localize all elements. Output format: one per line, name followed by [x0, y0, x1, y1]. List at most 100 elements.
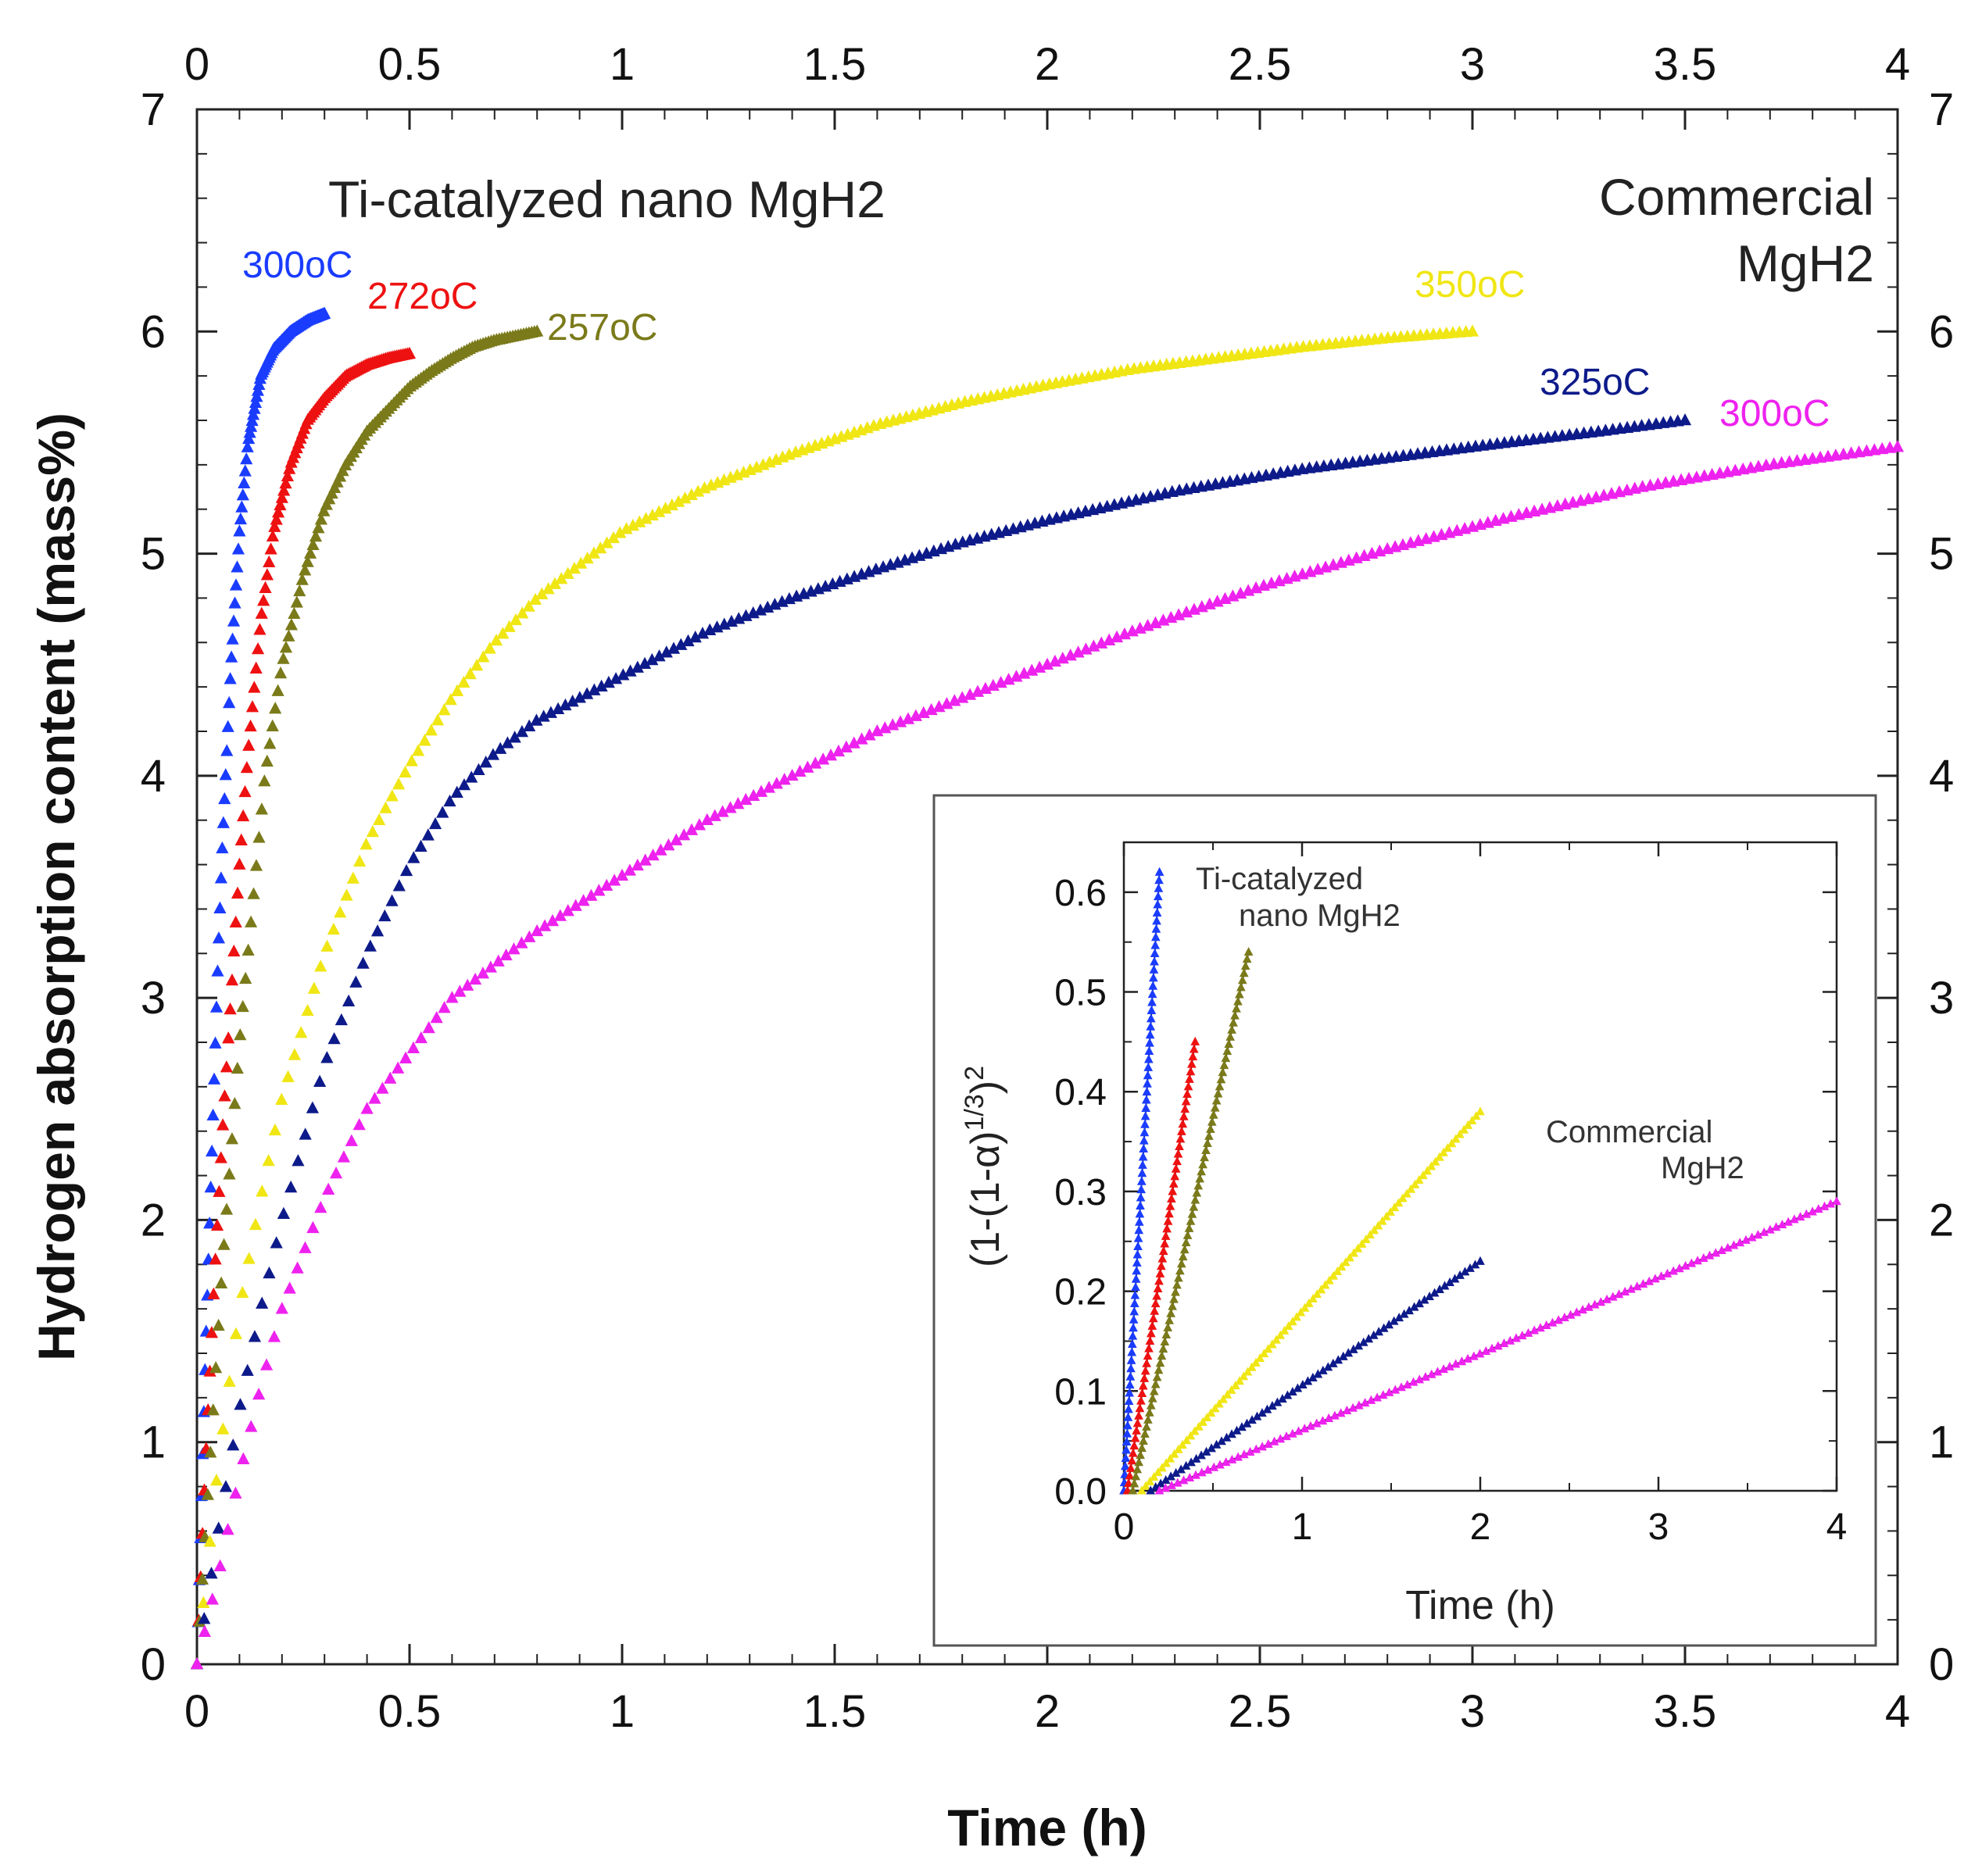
main-series-point: [314, 1200, 327, 1213]
inset-series-point: [1176, 1464, 1186, 1474]
inset-series-point: [1275, 1330, 1286, 1339]
main-series-point: [839, 740, 853, 752]
inset-series-point: [1128, 1331, 1138, 1340]
main-series-point: [617, 668, 630, 681]
inset-series-point: [1195, 1174, 1205, 1183]
main-series-point: [363, 939, 377, 952]
main-series-point: [203, 1217, 216, 1229]
main-series-point: [1110, 630, 1124, 643]
inset-series-point: [1120, 1461, 1130, 1470]
inset-series-point: [1175, 1141, 1184, 1151]
inset-series-point: [1353, 1243, 1363, 1252]
inset-series-point: [1177, 1126, 1186, 1135]
main-series-point: [457, 778, 471, 791]
inset-series-point: [1138, 1160, 1147, 1169]
inset-series-point: [1759, 1227, 1769, 1236]
inset-series-point: [1129, 1323, 1138, 1332]
inset-series-point: [1180, 1104, 1190, 1113]
inset-series-point: [1626, 1284, 1636, 1293]
inset-series-point: [1147, 997, 1157, 1006]
main-series-point: [606, 531, 620, 544]
inset-series-point: [1735, 1238, 1745, 1247]
inset-series-point: [1187, 1209, 1197, 1218]
main-series-point: [209, 1474, 224, 1486]
main-series-point: [257, 594, 270, 606]
inset-series-point: [1136, 1200, 1145, 1210]
top-x-tick-label: 3.5: [1654, 39, 1717, 90]
main-series-point: [209, 1036, 222, 1049]
inset-series-point: [1170, 1171, 1180, 1181]
inset-series-point: [1279, 1325, 1290, 1335]
inset-series-point: [1360, 1398, 1370, 1407]
inset-series-point: [1753, 1230, 1763, 1239]
inset-series-point: [1379, 1323, 1389, 1332]
main-series-point: [274, 498, 287, 511]
inset-series-point: [1149, 1386, 1159, 1395]
main-series-point: [1079, 642, 1093, 655]
inset-series-point: [1675, 1263, 1684, 1273]
main-series-point: [472, 763, 485, 775]
main-series-point: [553, 909, 567, 921]
inset-series-point: [1288, 1317, 1297, 1326]
inset-series-point: [1447, 1138, 1457, 1148]
inset-series-point: [1146, 1021, 1156, 1031]
main-series-point: [436, 806, 449, 818]
main-series-point: [522, 599, 535, 612]
inset-series-point: [1394, 1313, 1404, 1322]
inset-series-point: [1434, 1152, 1444, 1161]
inset-series-point: [1233, 1452, 1243, 1461]
inset-series-point: [1153, 892, 1163, 901]
inset-series-point: [1227, 1024, 1236, 1034]
main-series-point: [577, 894, 590, 906]
main-series-point: [266, 719, 279, 731]
inset-series-point: [1121, 1453, 1131, 1462]
right-y-tick-label: 0: [1929, 1639, 1954, 1690]
main-series-point: [243, 426, 256, 438]
x-tick-label: 4: [1885, 1686, 1910, 1737]
main-series-point: [255, 606, 268, 619]
main-series-point: [226, 632, 239, 645]
inset-series-point: [1135, 1403, 1145, 1413]
main-series-point: [342, 994, 356, 1006]
inset-series-point: [1487, 1343, 1497, 1353]
inset-series-point: [1139, 1435, 1148, 1445]
main-series-point: [373, 813, 386, 826]
inset-series-point: [1384, 1320, 1394, 1329]
inset-series-point: [1386, 1206, 1396, 1216]
inset-series-point: [1204, 1131, 1214, 1140]
inset-series-point: [1288, 1386, 1297, 1396]
inset-series-point: [1460, 1267, 1470, 1276]
main-series-point: [566, 695, 579, 707]
inset-series-point: [1399, 1309, 1409, 1318]
main-series-point: [917, 706, 930, 719]
inset-series-point: [1160, 1238, 1170, 1248]
inset-series-point: [1128, 1448, 1138, 1457]
main-series-point: [531, 924, 544, 937]
inset-series-point: [1463, 1120, 1473, 1129]
right-y-tick-label: 6: [1929, 306, 1954, 357]
inset-series-point: [1541, 1320, 1551, 1329]
main-series-point: [392, 777, 406, 790]
main-series-point: [414, 1031, 428, 1044]
inset-series-point: [1801, 1209, 1812, 1218]
inset-series-point: [1179, 1475, 1189, 1485]
inset-series-point: [1152, 907, 1162, 917]
inset-series-point: [1225, 1031, 1236, 1041]
inset-series-point: [1282, 1431, 1291, 1441]
main-series-point: [592, 884, 606, 896]
inset-series-point: [1143, 1078, 1152, 1088]
inset-series-point: [1181, 1237, 1191, 1246]
inset-series-point: [1390, 1385, 1401, 1394]
main-series-point: [633, 515, 646, 527]
main-series-point: [602, 675, 615, 688]
inset-series-point: [1300, 1424, 1310, 1433]
inset-series-point: [1783, 1217, 1793, 1226]
inset-series-point: [1711, 1248, 1721, 1257]
inset-series-point: [1293, 1383, 1303, 1392]
inset-series-point: [1467, 1115, 1477, 1125]
inset-series-point: [1222, 1432, 1232, 1442]
ti-catalyzed-group-label: Ti-catalyzed nano MgH2: [328, 170, 885, 228]
inset-series-point: [1145, 1030, 1155, 1039]
main-series-point: [216, 841, 229, 854]
inset-series-point: [1144, 1045, 1154, 1056]
